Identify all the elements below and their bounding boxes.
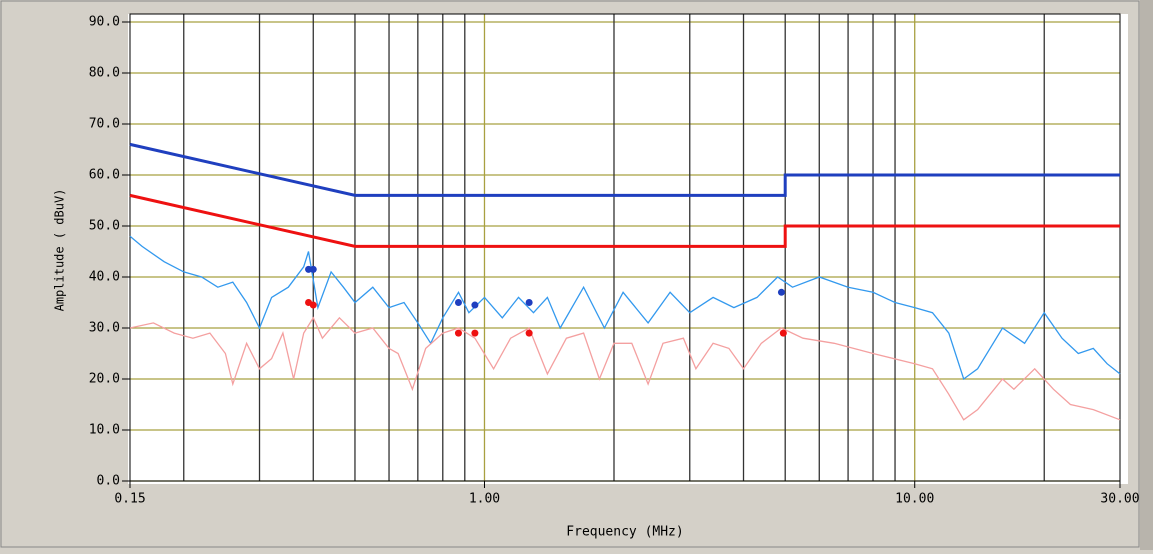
side-bar (1140, 0, 1153, 550)
y-tick-label: 30.0 (89, 321, 120, 336)
axes-box (129, 13, 1121, 482)
series-line (129, 193, 1120, 248)
series-line (129, 142, 1120, 197)
marker (309, 301, 317, 309)
marker (777, 288, 785, 296)
x-axis-title: Frequency (MHz) (566, 525, 683, 540)
y-tick-label: 70.0 (89, 117, 120, 132)
series-line (129, 316, 1121, 421)
x-tick-label: 10.00 (895, 492, 934, 507)
y-tick-label: 10.0 (89, 423, 120, 438)
marker (454, 299, 462, 306)
marker (525, 329, 533, 337)
series-line (129, 235, 1121, 381)
plot-area (128, 14, 1128, 484)
y-tick-label: 40.0 (89, 270, 120, 285)
marker (779, 329, 787, 337)
marker (454, 329, 462, 337)
marker (471, 329, 479, 337)
y-tick-label: 60.0 (89, 168, 120, 183)
y-tick-label: 20.0 (89, 372, 120, 387)
y-axis-title: Amplitude ( dBuV) (53, 189, 67, 312)
x-tick-label: 1.00 (469, 492, 500, 507)
x-tick-label: 30.00 (1100, 492, 1139, 507)
marker (525, 299, 533, 306)
y-tick-label: 50.0 (89, 219, 120, 234)
y-tick-label: 0.0 (97, 474, 120, 489)
marker (471, 301, 479, 309)
x-tick-label: 0.15 (114, 492, 145, 507)
y-tick-label: 80.0 (89, 66, 120, 81)
y-tick-label: 90.0 (89, 15, 120, 30)
marker (309, 265, 317, 273)
